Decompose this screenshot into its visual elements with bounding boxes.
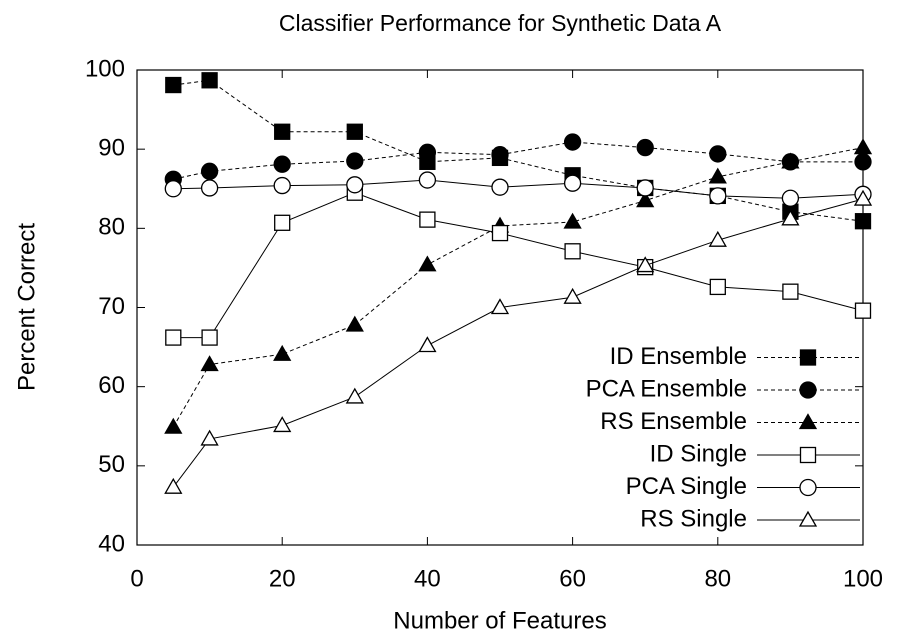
marker [491, 224, 509, 242]
marker [854, 213, 872, 230]
marker [636, 138, 654, 157]
marker [709, 145, 727, 163]
marker [201, 72, 218, 89]
marker [201, 329, 218, 346]
marker [781, 189, 800, 207]
marker [781, 152, 800, 169]
marker [346, 123, 363, 140]
marker [418, 171, 437, 189]
marker [854, 302, 872, 319]
marker [345, 387, 364, 404]
x-tick-label: 40 [414, 565, 441, 592]
marker [274, 123, 291, 140]
legend-marker [799, 381, 817, 399]
y-axis-label: Percent Correct [13, 223, 40, 391]
marker [491, 178, 509, 196]
marker [418, 255, 437, 272]
marker [164, 180, 182, 198]
marker [164, 477, 183, 494]
legend-label: RS Single [640, 505, 747, 532]
y-tick-label: 90 [98, 135, 125, 162]
legend-label: ID Ensemble [610, 343, 747, 370]
marker [781, 209, 800, 226]
marker [419, 211, 436, 228]
marker [853, 138, 873, 155]
legend-label: ID Single [650, 440, 747, 467]
marker [274, 214, 291, 231]
legend-marker [799, 478, 817, 497]
legend-label: PCA Single [626, 473, 747, 500]
legend-label: RS Ensemble [600, 408, 747, 435]
y-tick-label: 60 [98, 372, 125, 399]
legend-label: PCA Ensemble [586, 375, 747, 402]
y-tick-label: 40 [98, 530, 125, 557]
x-tick-label: 0 [130, 565, 143, 592]
marker [345, 315, 364, 332]
marker [164, 417, 183, 434]
x-axis-label: Number of Features [393, 607, 606, 634]
marker [708, 230, 727, 247]
marker [346, 152, 364, 170]
marker [782, 283, 799, 300]
marker [346, 176, 364, 194]
marker [563, 174, 582, 192]
series-line [173, 192, 864, 339]
marker [636, 179, 654, 197]
marker [273, 416, 292, 433]
marker [636, 256, 655, 273]
y-tick-label: 100 [85, 55, 125, 82]
chart-title: Classifier Performance for Synthetic Dat… [279, 10, 722, 36]
marker [564, 243, 581, 260]
marker [200, 429, 219, 446]
marker [853, 189, 873, 206]
legend-marker [798, 510, 818, 527]
marker [708, 167, 727, 184]
marker [854, 153, 872, 171]
marker [563, 212, 582, 229]
legend-marker [799, 446, 817, 464]
y-tick-label: 70 [98, 293, 125, 320]
marker [636, 191, 655, 208]
marker [200, 162, 219, 180]
x-tick-label: 100 [843, 565, 883, 592]
series-line [172, 198, 864, 488]
y-tick-label: 50 [98, 451, 125, 478]
marker [418, 143, 437, 161]
x-tick-label: 60 [559, 565, 586, 592]
legend-marker [799, 349, 817, 366]
marker [418, 336, 437, 353]
marker [273, 155, 291, 173]
marker [165, 329, 182, 346]
series-line [173, 141, 863, 180]
marker [563, 287, 582, 304]
marker [709, 278, 726, 296]
marker [490, 298, 510, 315]
marker [709, 187, 727, 205]
marker [491, 146, 509, 164]
marker [165, 76, 182, 94]
marker [563, 133, 582, 151]
legend-marker [798, 413, 818, 430]
x-tick-label: 20 [269, 565, 296, 592]
marker [200, 355, 219, 372]
marker [273, 344, 292, 361]
x-tick-label: 80 [704, 565, 731, 592]
y-tick-label: 80 [98, 214, 125, 241]
marker [273, 176, 291, 195]
marker [200, 179, 219, 197]
series-line [173, 79, 864, 222]
